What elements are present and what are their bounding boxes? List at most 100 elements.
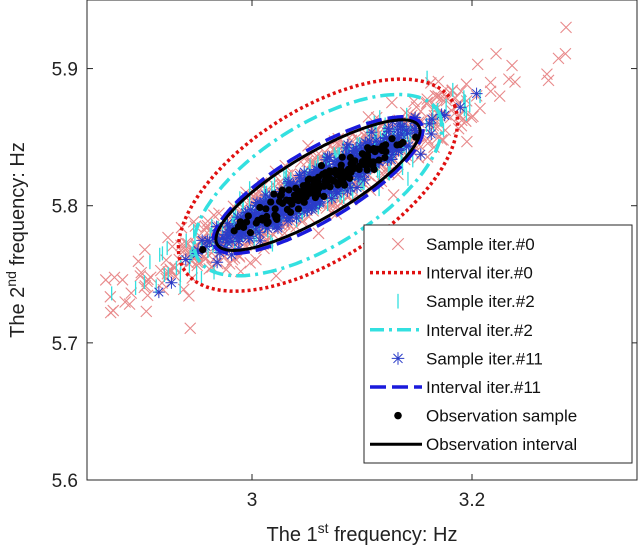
- sample-point: [213, 233, 226, 246]
- sample-point: [301, 204, 314, 217]
- sample-point: [244, 257, 257, 269]
- sample-point: [119, 296, 132, 308]
- observation-point: [271, 205, 279, 213]
- observation-point: [244, 212, 252, 220]
- sample-point: [351, 181, 364, 194]
- observation-point: [285, 186, 293, 194]
- sample-point: [393, 117, 406, 130]
- sample-point: [321, 151, 334, 164]
- sample-point: [125, 287, 138, 300]
- sample-point: [263, 191, 276, 204]
- sample-point: [267, 198, 280, 211]
- sample-point: [382, 122, 395, 135]
- observation-point: [399, 138, 407, 147]
- sample-point: [306, 201, 319, 214]
- sample-point: [261, 222, 274, 235]
- observation-point: [381, 153, 389, 162]
- sample-point: [395, 128, 408, 141]
- sample-point: [226, 235, 239, 248]
- sample-point: [559, 47, 572, 60]
- observation-point: [412, 133, 420, 141]
- sample-point: [239, 206, 252, 219]
- legend-entry: Sample iter.#2: [397, 292, 535, 311]
- sample-point: [265, 214, 278, 227]
- observation-point: [242, 218, 251, 226]
- interval-ellipse: [214, 118, 422, 253]
- sample-point: [323, 186, 336, 199]
- sample-point: [385, 153, 398, 166]
- observation-point: [358, 150, 366, 158]
- sample-point: [425, 127, 438, 140]
- observation-point: [294, 205, 303, 213]
- sample-point: [385, 140, 398, 153]
- observation-point: [370, 144, 378, 153]
- observation-point: [369, 158, 377, 166]
- sample-point: [138, 243, 151, 256]
- observation-point: [270, 190, 278, 198]
- legend-entry: Interval iter.#2: [370, 321, 533, 340]
- observation-point: [277, 191, 285, 199]
- sample-point: [414, 105, 427, 118]
- sample-point: [471, 58, 484, 71]
- sample-point: [264, 208, 277, 221]
- sample-point: [467, 110, 479, 123]
- observation-point: [262, 205, 270, 213]
- sample-point: [391, 123, 404, 136]
- sample-point: [286, 180, 299, 193]
- sample-point: [330, 158, 343, 171]
- sample-point: [502, 73, 515, 86]
- sample-point: [282, 211, 295, 224]
- sample-point: [429, 89, 442, 102]
- observation-point: [335, 178, 344, 186]
- sample-point: [506, 59, 518, 72]
- legend-marker: [394, 411, 402, 420]
- sample-point: [341, 185, 354, 198]
- sample-point: [358, 173, 371, 186]
- sample-point: [203, 236, 216, 249]
- sample-point: [374, 136, 387, 149]
- sample-point: [308, 169, 321, 182]
- observation-point: [199, 246, 207, 254]
- sample-point: [257, 195, 270, 208]
- sample-point: [242, 230, 255, 243]
- sample-point: [400, 140, 413, 153]
- sample-point: [244, 203, 257, 216]
- legend-entry: Observation sample: [394, 407, 577, 426]
- observation-point: [347, 160, 355, 168]
- legend: Sample iter.#0 Interval iter.#0 Sample ite…: [363, 224, 633, 464]
- observation-point: [288, 200, 296, 208]
- sample-point: [179, 253, 192, 266]
- sample-point: [341, 138, 354, 151]
- sample-point: [382, 125, 395, 138]
- sample-point: [226, 253, 239, 266]
- sample-point: [438, 109, 451, 122]
- interval-ellipse: [176, 77, 460, 293]
- sample-point: [221, 236, 234, 249]
- sample-point: [211, 256, 224, 269]
- x-tick-label: 3: [247, 490, 258, 511]
- sample-point: [470, 87, 483, 100]
- legend-marker: [391, 352, 405, 365]
- sample-point: [254, 234, 267, 247]
- legend-label: Observation sample: [426, 407, 577, 426]
- sample-point: [254, 197, 267, 210]
- sample-point: [211, 235, 224, 248]
- sample-point: [104, 306, 117, 319]
- sample-point: [298, 205, 311, 218]
- sample-point: [253, 226, 266, 239]
- sample-point: [432, 90, 445, 102]
- x-tick-label: 3.2: [459, 490, 485, 511]
- legend-label: Sample iter.#0: [426, 235, 535, 254]
- sample-point: [144, 271, 157, 284]
- sample-point: [369, 135, 382, 148]
- sample-point: [493, 90, 506, 102]
- observation-point: [375, 156, 383, 164]
- sample-point: [410, 126, 423, 139]
- sample-point: [221, 217, 234, 230]
- sample-point: [313, 197, 326, 210]
- observation-point: [291, 191, 299, 199]
- sample-point: [461, 135, 473, 148]
- legend-entry: Interval iter.#11: [370, 378, 541, 397]
- sample-point: [140, 305, 153, 318]
- sample-point: [396, 120, 409, 133]
